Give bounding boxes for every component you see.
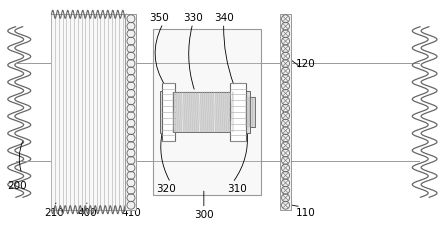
Text: 210: 210 [45,207,64,217]
Bar [280,15,291,210]
Bar [162,83,175,142]
Text: 350: 350 [149,12,169,22]
Bar [125,15,136,210]
Bar [173,92,233,133]
Text: 400: 400 [77,207,97,217]
Bar [51,15,127,210]
Text: 110: 110 [295,207,315,217]
Text: 340: 340 [214,12,233,22]
Bar [159,91,166,134]
Bar [153,30,261,195]
Text: 310: 310 [227,184,247,194]
Bar [244,91,250,134]
Text: 300: 300 [194,209,214,219]
Text: 320: 320 [156,184,176,194]
Text: 330: 330 [183,12,202,22]
Text: 410: 410 [121,207,141,217]
Bar [230,83,246,142]
Bar [246,98,255,127]
Text: 200: 200 [8,180,27,190]
Text: 120: 120 [295,58,315,68]
